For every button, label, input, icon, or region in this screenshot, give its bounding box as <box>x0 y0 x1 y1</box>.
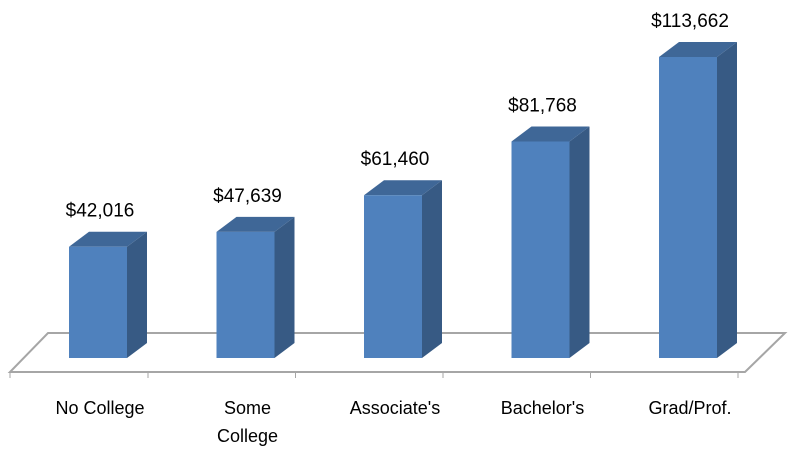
bar <box>364 180 442 358</box>
bar-side <box>569 126 590 359</box>
bar-top <box>216 216 295 232</box>
bar <box>511 126 590 359</box>
x-tick-label: Associate's <box>349 398 441 418</box>
bar <box>659 42 737 358</box>
x-tick-label: Grad/Prof. <box>648 398 732 418</box>
x-tick-label: Some College <box>216 398 279 446</box>
bar <box>216 216 295 358</box>
data-label: $42,016 <box>66 201 135 222</box>
bar-side <box>717 42 737 358</box>
bar-top <box>511 126 590 142</box>
bar-front <box>511 141 570 358</box>
bar <box>69 231 147 358</box>
data-label: $113,662 <box>651 11 729 32</box>
bar-front <box>659 57 717 358</box>
data-label: $81,768 <box>508 95 577 116</box>
bar-side <box>274 216 295 358</box>
bar-top <box>659 42 737 57</box>
data-label: $47,639 <box>213 186 282 207</box>
x-tick-label: No College <box>55 398 145 418</box>
bar-front <box>69 246 127 358</box>
bar-front <box>364 195 422 358</box>
bar-side <box>422 180 442 358</box>
bar-front <box>216 231 275 358</box>
bar-top <box>69 231 147 247</box>
data-label: $61,460 <box>361 149 430 170</box>
x-tick-label: Bachelor's <box>500 398 585 418</box>
bar-top <box>364 180 442 196</box>
bar-side <box>127 231 147 358</box>
